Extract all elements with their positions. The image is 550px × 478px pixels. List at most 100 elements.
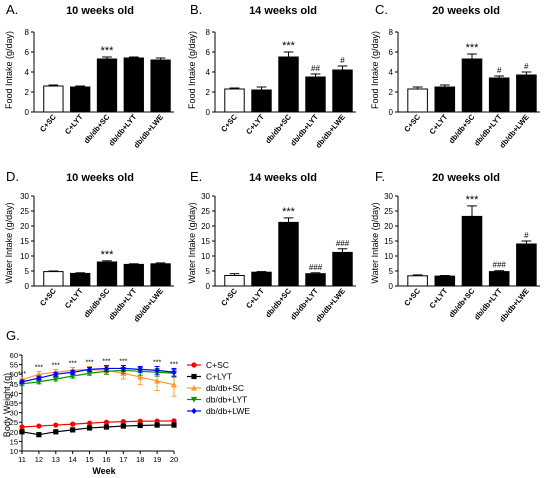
panel-g-xtick-label: 11	[18, 455, 26, 464]
panel-e-significance-label: ***	[282, 206, 296, 218]
legend-label: db/db+SC	[206, 383, 244, 393]
panel-g-ytick-label: 10	[10, 447, 18, 456]
legend-label: db/db+LWE	[206, 406, 250, 416]
panel-d-ytick-label: 30	[20, 192, 29, 201]
panel-g-point	[52, 376, 59, 383]
panel-c-bar	[461, 58, 483, 113]
panel-g-xtick-label: 16	[102, 455, 110, 464]
panel-g-point	[36, 374, 42, 382]
panel-a-ytick-label: 8	[25, 28, 30, 37]
panel-g-point	[70, 427, 76, 433]
legend-label: C+LYT	[206, 372, 232, 382]
panel-b-bar	[305, 76, 326, 113]
panel-c-ytick-label: 0	[389, 108, 394, 117]
panel-c-significance-label: #	[524, 62, 529, 71]
panel-b-significance-label: #	[340, 56, 345, 65]
panel-c-ytick-label: 2	[389, 88, 394, 97]
panel-b-title: 14 weeks old	[249, 5, 317, 17]
panel-a-bar	[70, 86, 91, 113]
panel-c-bar	[434, 86, 456, 113]
panel-g-point	[170, 381, 178, 388]
legend-marker	[191, 407, 197, 415]
panel-f-ytick-label: 10	[384, 252, 393, 261]
panel-g-ytick-label: 20	[10, 428, 18, 437]
panel-c-title: 20 weeks old	[432, 5, 500, 17]
panel-f-title: 20 weeks old	[432, 172, 500, 184]
panel-b-ytick-label: 4	[206, 68, 211, 77]
panel-g-point	[171, 369, 177, 376]
panel-d-ytick-label: 0	[25, 282, 30, 291]
panel-g-series-line	[21, 424, 174, 436]
panel-g-series-line	[21, 420, 175, 428]
panel-a-ytick-label: 6	[25, 48, 30, 57]
panel-c-category-label: C+LYT	[427, 112, 449, 136]
panel-g-point	[171, 418, 177, 424]
panel-a-ytick-label: 0	[25, 108, 30, 117]
panel-e-ylabel: Water Intake (g/day)	[187, 202, 197, 283]
panel-d-title: 10 weeks old	[66, 172, 134, 184]
panel-e-ytick-label: 30	[201, 192, 210, 201]
panel-d-ytick-label: 5	[25, 267, 30, 276]
panel-e-bar	[224, 275, 245, 287]
panel-f-ytick-label: 0	[389, 282, 394, 291]
panel-b-bar	[332, 69, 353, 113]
panel-e-bar	[305, 273, 326, 287]
panel-g-point	[120, 423, 126, 429]
panel-e-ytick-label: 20	[201, 222, 210, 231]
panel-g-significance-label: ***	[35, 364, 43, 371]
panel-c-bar	[516, 74, 537, 113]
panel-a-significance-label: ***	[101, 45, 115, 57]
panel-g-significance-label: ***	[102, 359, 110, 366]
panel-f-bar	[461, 215, 483, 287]
panel-c-bar	[488, 77, 510, 113]
panel-g-point	[171, 422, 177, 428]
panel-g-significance-label: ***	[153, 360, 161, 367]
panel-g-point	[19, 378, 25, 385]
panel-f-ylabel: Water Intake (g/day)	[370, 202, 380, 283]
panel-g-point	[137, 418, 143, 424]
panel-g-point	[120, 419, 126, 425]
panel-c-bar	[407, 88, 428, 113]
panel-d-bar	[43, 271, 64, 287]
panel-b-ytick-label: 8	[206, 28, 211, 37]
panel-d-bar	[96, 261, 118, 287]
panel-d-category-label: C+LYT	[63, 286, 85, 310]
panel-d-significance-label: ***	[101, 249, 115, 261]
panel-g-point	[53, 422, 59, 428]
panel-g-ytick-label: 25	[10, 418, 18, 427]
panel-d-bar	[150, 263, 171, 287]
panel-b-letter: B.	[190, 2, 202, 17]
panel-g-point	[120, 365, 126, 372]
panel-a-category-label: C+SC	[38, 112, 58, 134]
panel-g-xtick-label: 20	[170, 455, 178, 464]
panel-a-letter: A.	[6, 2, 18, 17]
legend-marker	[191, 373, 197, 380]
panel-c-category-label: C+SC	[402, 112, 422, 134]
panel-b-category-label: C+SC	[219, 112, 239, 134]
panel-g-significance-label: ***	[170, 361, 178, 368]
panel-e-ytick-label: 0	[206, 282, 211, 291]
panel-g-significance-label: ***	[119, 359, 127, 366]
panel-c-letter: C.	[375, 2, 388, 17]
panel-f-letter: F.	[375, 169, 385, 184]
panel-a-category-label: C+LYT	[63, 112, 85, 136]
panel-g-point	[154, 377, 161, 384]
panel-g-letter: G.	[6, 328, 20, 343]
panel-c-ytick-label: 6	[389, 48, 394, 57]
panel-g-point	[86, 370, 93, 377]
panel-g-ylabel: Body Weight (g)	[2, 373, 12, 437]
panel-a-bar	[123, 57, 144, 113]
panel-g-significance-label: ***	[18, 371, 26, 378]
panel-g-series-line	[21, 368, 175, 386]
panel-g-point	[137, 366, 143, 373]
panel-f-ytick-label: 20	[384, 222, 393, 231]
panel-d-ytick-label: 20	[20, 222, 29, 231]
panel-e-letter: E.	[190, 169, 202, 184]
panel-e-ytick-label: 10	[201, 252, 210, 261]
panel-c-ytick-label: 4	[389, 68, 394, 77]
panel-f-significance-label: ###	[493, 261, 507, 270]
panel-f-category-label: C+LYT	[427, 286, 449, 310]
panel-g-xtick-label: 14	[68, 455, 76, 464]
panel-d-ylabel: Water Intake (g/day)	[4, 202, 14, 283]
panel-a-bar	[150, 59, 171, 113]
